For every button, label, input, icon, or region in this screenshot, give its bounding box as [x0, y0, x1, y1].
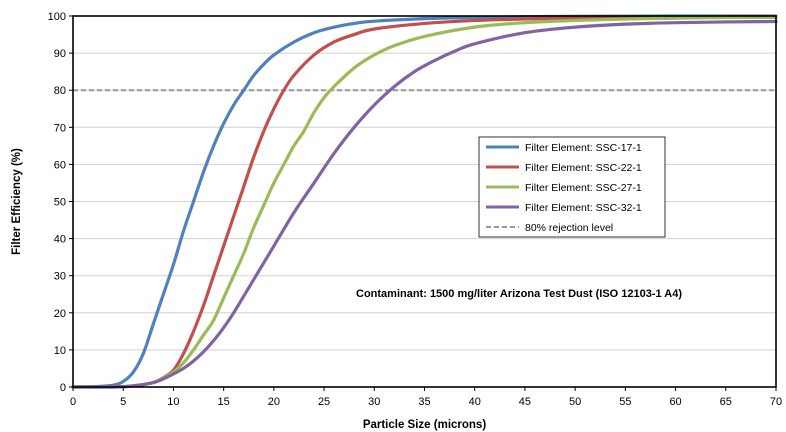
y-tick-label: 60: [54, 159, 66, 171]
y-tick-label: 80: [54, 85, 66, 97]
x-tick-label: 35: [418, 396, 430, 408]
x-tick-label: 55: [619, 396, 631, 408]
legend-label: 80% rejection level: [525, 222, 613, 234]
x-tick-label: 20: [268, 396, 280, 408]
y-axis-ticks: 0 10 20 30 40 50 60 70 80 90 100: [48, 11, 73, 394]
series-line-4: [71, 19, 778, 389]
x-tick-label: 45: [519, 396, 531, 408]
x-tick-label: 65: [720, 396, 732, 408]
y-tick-label: 10: [54, 345, 66, 357]
y-tick-label: 20: [54, 308, 66, 320]
legend-label: Filter Element: SSC-27-1: [525, 182, 642, 194]
gridlines: [73, 52, 776, 351]
x-tick-label: 50: [569, 396, 581, 408]
x-axis-title: Particle Size (microns): [363, 419, 487, 431]
y-tick-label: 50: [54, 197, 66, 209]
x-tick-label: 15: [218, 396, 230, 408]
x-tick-label: 30: [368, 396, 380, 408]
y-tick-label: 90: [54, 48, 66, 60]
x-tick-label: 10: [167, 396, 179, 408]
series-line-3: [71, 15, 778, 389]
y-axis-title: Filter Efficiency (%): [11, 148, 23, 255]
legend-items: Filter Element: SSC-17-1 Filter Element: …: [486, 142, 642, 234]
x-axis-ticks: 0 5 10 15 20 25 30 35 40 45 50 55 60 65 70: [70, 387, 782, 408]
legend-label: Filter Element: SSC-32-1: [525, 202, 642, 214]
contaminant-annotation: Contaminant: 1500 mg/liter Arizona Test …: [356, 288, 682, 300]
x-tick-label: 25: [318, 396, 330, 408]
y-tick-label: 100: [48, 11, 66, 23]
x-tick-label: 0: [70, 396, 76, 408]
x-tick-label: 40: [469, 396, 481, 408]
legend-label: Filter Element: SSC-17-1: [525, 142, 642, 154]
y-tick-label: 30: [54, 271, 66, 283]
y-tick-label: 70: [54, 122, 66, 134]
x-tick-label: 60: [669, 396, 681, 408]
y-tick-label: 0: [60, 382, 66, 394]
legend: Filter Element: SSC-17-1 Filter Element: …: [478, 136, 666, 238]
x-tick-label: 5: [120, 396, 126, 408]
x-tick-label: 70: [770, 396, 782, 408]
y-tick-label: 40: [54, 234, 66, 246]
legend-label: Filter Element: SSC-22-1: [525, 162, 642, 174]
